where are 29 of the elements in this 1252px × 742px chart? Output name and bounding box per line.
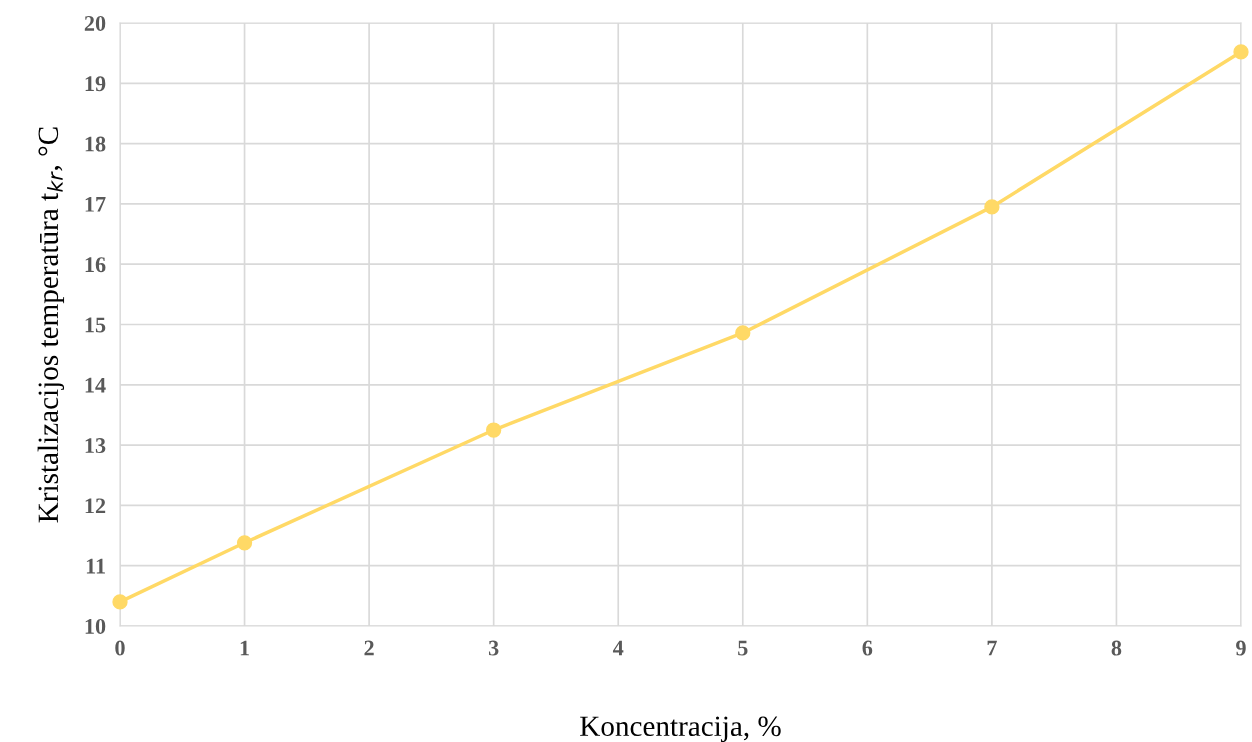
y-tick-label: 13 — [85, 438, 106, 454]
x-tick-label: 2 — [364, 640, 374, 656]
x-tick-label: 6 — [862, 640, 873, 656]
x-tick-label: 9 — [1236, 640, 1246, 656]
point — [735, 325, 751, 341]
y-tick-label: 12 — [85, 498, 106, 514]
y-tick-label: 16 — [85, 257, 106, 273]
point — [112, 594, 128, 610]
x-tick-label: 8 — [1111, 640, 1122, 656]
y-tick-label: 19 — [85, 76, 106, 92]
y-tick-label: 11 — [86, 558, 105, 574]
y-tick-label: 14 — [85, 377, 106, 393]
y-tick-label: 10 — [85, 618, 106, 634]
x-tick-label: 0 — [115, 640, 125, 656]
x-tick-label: 7 — [987, 640, 997, 656]
point — [236, 535, 253, 551]
x-axis-title: Koncentracija, % — [580, 716, 781, 742]
y-tick-label: 18 — [85, 136, 106, 152]
x-tick-label: 4 — [612, 640, 624, 656]
y-axis-title: Kristalizacijos temperatūra t$_{kr}$, °C — [37, 127, 65, 523]
x-tick-label: 1 — [240, 640, 249, 656]
x-tick-label: 5 — [738, 640, 748, 656]
y-tick-label: 15 — [85, 317, 106, 333]
y-tick-label: 20 — [84, 15, 106, 31]
point — [486, 422, 502, 438]
point — [984, 199, 1000, 215]
point — [1233, 44, 1249, 60]
y-tick-label: 17 — [85, 196, 106, 212]
x-tick-label: 3 — [488, 640, 499, 656]
